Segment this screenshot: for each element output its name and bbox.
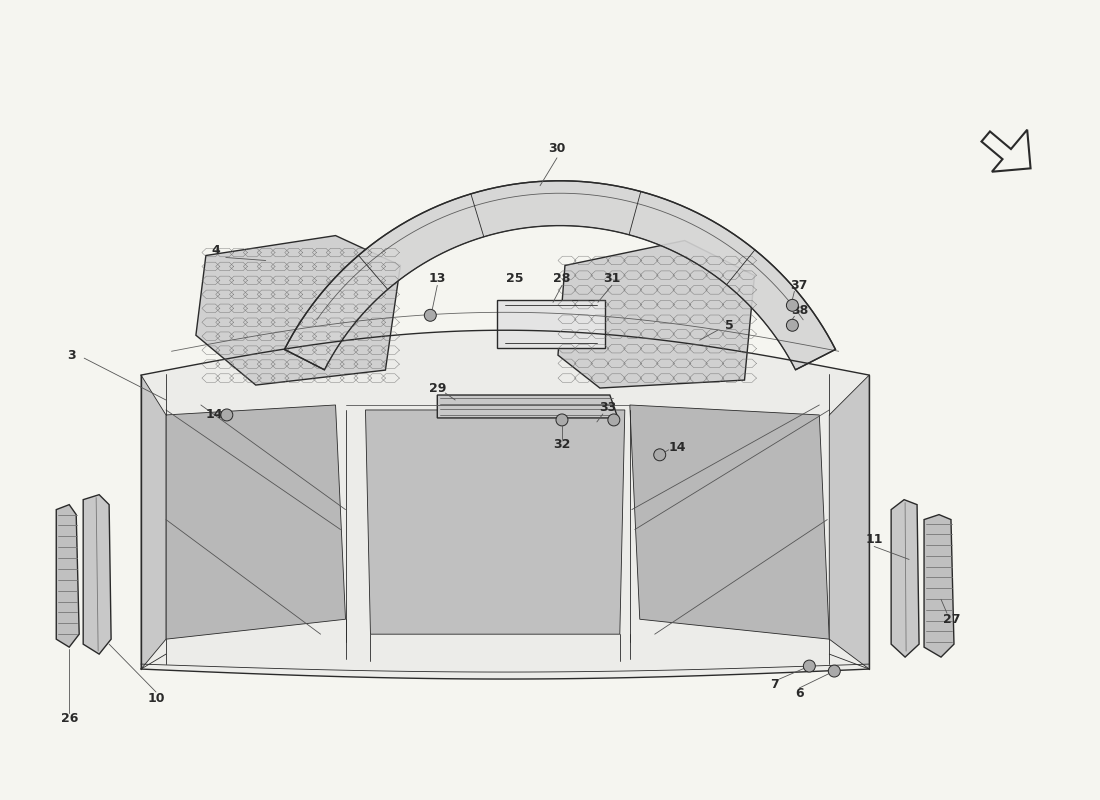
Polygon shape	[558, 241, 755, 388]
Polygon shape	[56, 505, 79, 647]
Text: 7: 7	[770, 678, 779, 690]
Text: 11: 11	[866, 533, 883, 546]
Circle shape	[608, 414, 619, 426]
Polygon shape	[365, 410, 625, 634]
Text: 31: 31	[603, 272, 620, 285]
Circle shape	[828, 665, 840, 677]
Polygon shape	[630, 405, 829, 639]
Text: 28: 28	[553, 272, 571, 285]
Polygon shape	[924, 514, 954, 657]
Circle shape	[786, 299, 799, 311]
Polygon shape	[829, 375, 869, 669]
Text: 6: 6	[795, 687, 804, 701]
Text: 33: 33	[600, 402, 616, 414]
Text: 32: 32	[553, 438, 571, 451]
Text: 29: 29	[429, 382, 446, 394]
Text: 14: 14	[205, 409, 222, 422]
Text: 25: 25	[506, 272, 524, 285]
Circle shape	[425, 310, 437, 322]
Polygon shape	[891, 500, 920, 657]
Circle shape	[803, 660, 815, 672]
Text: 30: 30	[548, 142, 565, 155]
Text: 37: 37	[791, 279, 808, 292]
Polygon shape	[438, 395, 618, 418]
Polygon shape	[166, 405, 345, 639]
Polygon shape	[141, 375, 166, 669]
Text: 27: 27	[943, 613, 960, 626]
Circle shape	[556, 414, 568, 426]
Text: 10: 10	[147, 693, 165, 706]
Polygon shape	[84, 494, 111, 654]
Circle shape	[786, 319, 799, 331]
Text: 14: 14	[669, 442, 686, 454]
Polygon shape	[141, 330, 869, 679]
Polygon shape	[196, 235, 400, 385]
Text: 5: 5	[725, 318, 734, 332]
Circle shape	[653, 449, 666, 461]
Text: 38: 38	[791, 304, 808, 317]
Polygon shape	[285, 181, 836, 370]
Text: 3: 3	[67, 349, 76, 362]
Text: 4: 4	[211, 244, 220, 257]
Circle shape	[221, 409, 233, 421]
Text: 13: 13	[429, 272, 446, 285]
Text: 26: 26	[60, 712, 78, 726]
Polygon shape	[497, 300, 605, 348]
